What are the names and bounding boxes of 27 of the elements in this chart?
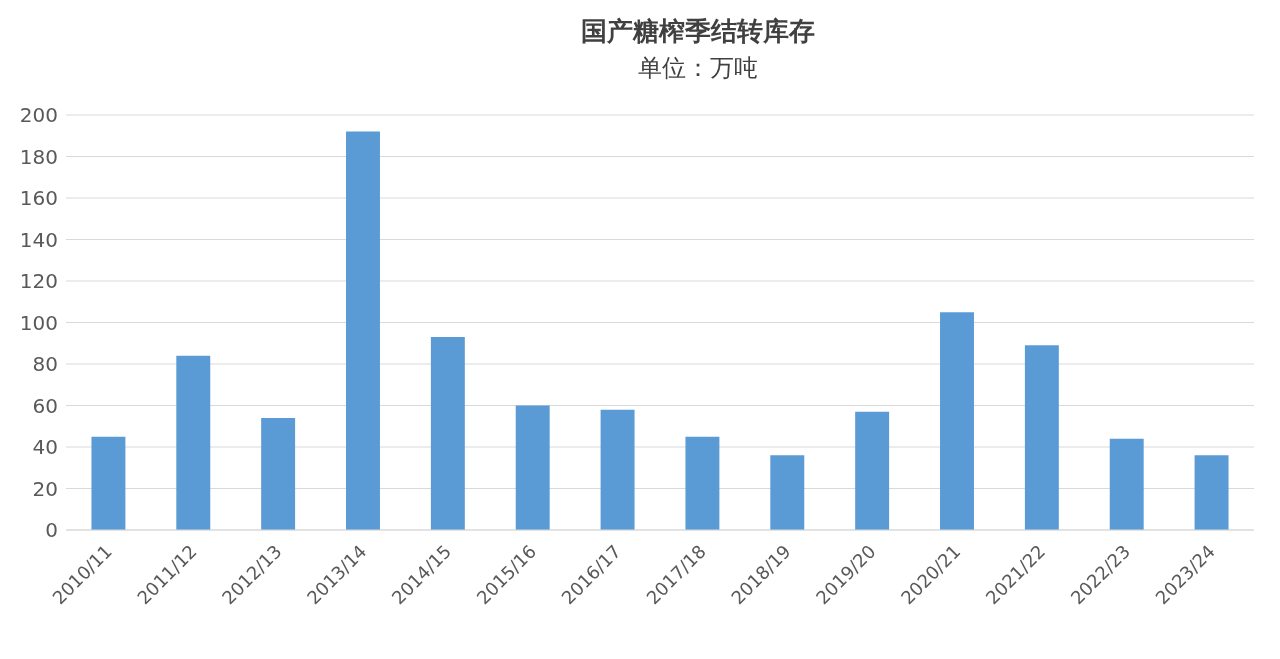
y-tick-label: 40	[32, 435, 58, 460]
bar	[515, 405, 550, 530]
bar	[600, 409, 635, 530]
bar	[346, 131, 380, 530]
y-tick-label: 60	[32, 393, 58, 418]
bar	[261, 417, 296, 530]
bar	[1194, 455, 1229, 530]
bar	[1024, 345, 1059, 530]
chart-title: 国产糖榨季结转库存	[580, 15, 816, 48]
y-tick-label: 0	[45, 518, 58, 543]
bar	[940, 312, 974, 530]
bar	[855, 411, 890, 530]
y-tick-label: 200	[19, 103, 58, 128]
bar	[91, 436, 126, 530]
bar	[430, 337, 465, 530]
y-tick-label: 140	[19, 227, 58, 252]
bar	[176, 355, 211, 530]
chart-subtitle: 单位：万吨	[637, 53, 759, 84]
bar	[1109, 438, 1144, 530]
y-tick-label: 100	[19, 310, 58, 335]
bar	[770, 455, 805, 530]
bar	[685, 436, 720, 530]
y-tick-label: 80	[32, 352, 58, 377]
y-tick-label: 20	[32, 476, 58, 501]
y-tick-label: 120	[19, 269, 58, 294]
y-tick-label: 160	[19, 186, 58, 211]
y-tick-label: 180	[19, 144, 58, 169]
